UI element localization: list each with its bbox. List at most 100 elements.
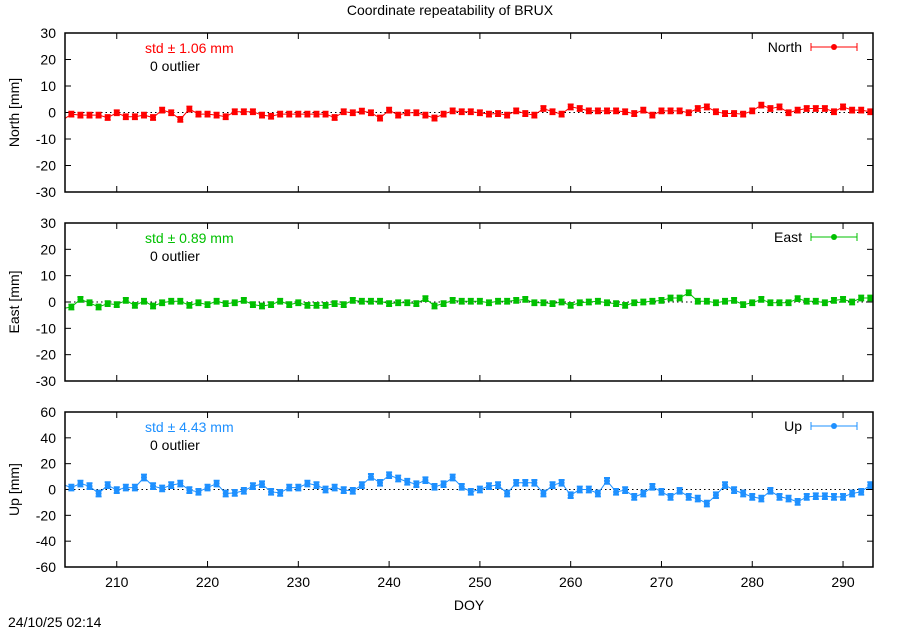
data-point xyxy=(821,105,828,112)
data-point xyxy=(603,477,610,484)
data-point xyxy=(576,299,583,306)
data-point xyxy=(613,300,620,307)
series-east xyxy=(65,289,873,312)
data-point xyxy=(186,487,193,494)
data-point xyxy=(812,105,819,112)
data-point xyxy=(331,484,338,491)
data-point xyxy=(186,106,193,113)
data-point xyxy=(803,298,810,305)
data-point xyxy=(776,299,783,306)
data-point xyxy=(322,111,329,118)
data-point xyxy=(549,300,556,307)
data-point xyxy=(449,297,456,304)
y-tick-label: -20 xyxy=(36,507,56,523)
data-point xyxy=(694,495,701,502)
data-point xyxy=(122,484,129,491)
data-point xyxy=(440,111,447,118)
data-point xyxy=(540,105,547,112)
data-point xyxy=(785,495,792,502)
data-point xyxy=(758,495,765,502)
y-tick-label: 10 xyxy=(40,78,56,94)
data-point xyxy=(722,110,729,117)
data-point xyxy=(440,300,447,307)
series-north xyxy=(65,101,873,124)
data-point xyxy=(340,487,347,494)
data-point xyxy=(449,474,456,481)
panel-north: 30 20 10 0 -10 -20 -30 North [mm] std ± 1.06 mm 0… xyxy=(6,25,874,200)
data-point xyxy=(150,114,157,121)
data-point xyxy=(104,114,111,121)
data-point xyxy=(122,113,129,120)
data-point xyxy=(386,107,393,114)
legend-label: East xyxy=(774,229,802,245)
data-point xyxy=(367,298,374,305)
data-point xyxy=(113,487,120,494)
data-point xyxy=(504,490,511,497)
data-point xyxy=(159,107,166,114)
data-point xyxy=(767,299,774,306)
data-point xyxy=(840,296,847,303)
legend-marker xyxy=(831,234,837,240)
data-point xyxy=(613,488,620,495)
data-point xyxy=(631,299,638,306)
data-point xyxy=(440,481,447,488)
data-point xyxy=(731,487,738,494)
data-point xyxy=(231,299,238,306)
data-point xyxy=(603,107,610,114)
data-point xyxy=(767,105,774,112)
data-point xyxy=(104,482,111,489)
data-point xyxy=(558,111,565,118)
data-point xyxy=(295,484,302,491)
data-point xyxy=(504,112,511,119)
data-point xyxy=(395,112,402,119)
data-point xyxy=(458,298,465,305)
data-point xyxy=(485,483,492,490)
data-point xyxy=(858,107,865,114)
data-point xyxy=(458,483,465,490)
outlier-annotation: 0 outlier xyxy=(150,248,200,264)
data-point xyxy=(313,482,320,489)
timestamp: 24/10/25 02:14 xyxy=(8,614,102,630)
data-point xyxy=(140,298,147,305)
data-point xyxy=(622,487,629,494)
data-point xyxy=(277,111,284,118)
data-point xyxy=(386,472,393,479)
data-point xyxy=(658,297,665,304)
y-axis-label: Up [mm] xyxy=(6,463,22,516)
data-point xyxy=(349,297,356,304)
data-point xyxy=(667,493,674,500)
y-tick-label: 30 xyxy=(40,25,56,41)
data-point xyxy=(95,490,102,497)
data-point xyxy=(476,109,483,116)
data-point xyxy=(585,486,592,493)
data-point xyxy=(259,112,266,119)
x-tick-label: 280 xyxy=(741,574,765,590)
data-point xyxy=(386,300,393,307)
data-point xyxy=(631,493,638,500)
data-point xyxy=(513,297,520,304)
data-point xyxy=(286,111,293,118)
data-point xyxy=(304,111,311,118)
data-point xyxy=(213,298,220,305)
panel-east: 30 20 10 0 -10 -20 -30 East [mm] std ± 0.89 mm 0 … xyxy=(6,215,874,389)
data-point xyxy=(86,299,93,306)
data-point xyxy=(703,298,710,305)
data-point xyxy=(77,112,84,119)
data-point xyxy=(676,107,683,114)
data-point xyxy=(77,480,84,487)
data-point xyxy=(168,482,175,489)
data-point xyxy=(295,299,302,306)
data-point xyxy=(331,300,338,307)
data-point xyxy=(585,299,592,305)
data-point xyxy=(331,114,338,121)
y-tick-label: 20 xyxy=(40,241,56,257)
data-point xyxy=(431,483,438,490)
data-point xyxy=(286,301,293,308)
y-tick-label: -20 xyxy=(36,158,56,174)
data-point xyxy=(504,298,511,305)
data-point xyxy=(395,299,402,306)
data-point xyxy=(830,493,837,500)
data-point xyxy=(685,109,692,116)
data-point xyxy=(295,111,302,118)
data-point xyxy=(377,298,384,305)
